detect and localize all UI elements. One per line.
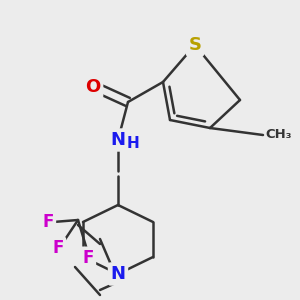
Text: H: H — [127, 136, 140, 152]
Text: F: F — [82, 249, 94, 267]
Text: CH₃: CH₃ — [265, 128, 292, 142]
Text: F: F — [42, 213, 54, 231]
Text: N: N — [110, 265, 125, 283]
Text: S: S — [188, 36, 202, 54]
Text: N: N — [110, 131, 125, 149]
Text: F: F — [52, 239, 64, 257]
Text: O: O — [85, 78, 100, 96]
